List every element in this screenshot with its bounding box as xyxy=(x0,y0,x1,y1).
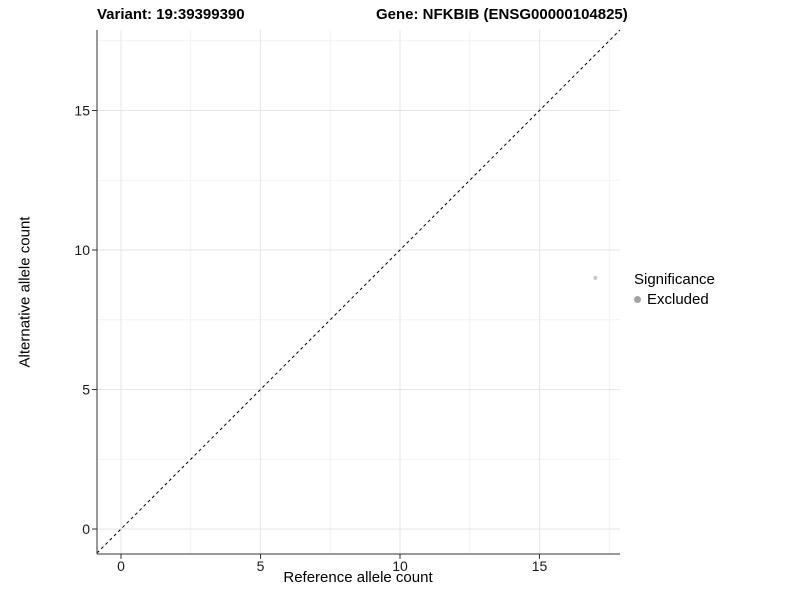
legend-title: Significance xyxy=(634,271,715,288)
y-tick-label: 10 xyxy=(74,242,90,258)
legend: Significance Excluded xyxy=(634,270,715,308)
y-axis-title: Alternative allele count xyxy=(16,216,34,368)
y-tick-label: 15 xyxy=(74,103,90,119)
y-tick-label: 0 xyxy=(82,521,90,537)
x-tick-label: 5 xyxy=(257,558,265,574)
identity-dashed-line xyxy=(96,29,621,554)
y-tick-label: 5 xyxy=(82,382,90,398)
legend-key-dot-icon xyxy=(634,296,641,303)
legend-entry-label: Excluded xyxy=(647,291,709,308)
plot-title-gene: Gene: NFKBIB (ENSG00000104825) xyxy=(376,6,628,23)
x-tick-label: 0 xyxy=(117,558,125,574)
x-axis-title: Reference allele count xyxy=(283,569,433,586)
legend-entry-excluded: Excluded xyxy=(634,291,715,308)
data-point xyxy=(593,275,598,280)
x-tick-label: 10 xyxy=(392,558,408,574)
plot-title-variant: Variant: 19:39399390 xyxy=(97,6,245,23)
x-tick-label: 15 xyxy=(532,558,548,574)
